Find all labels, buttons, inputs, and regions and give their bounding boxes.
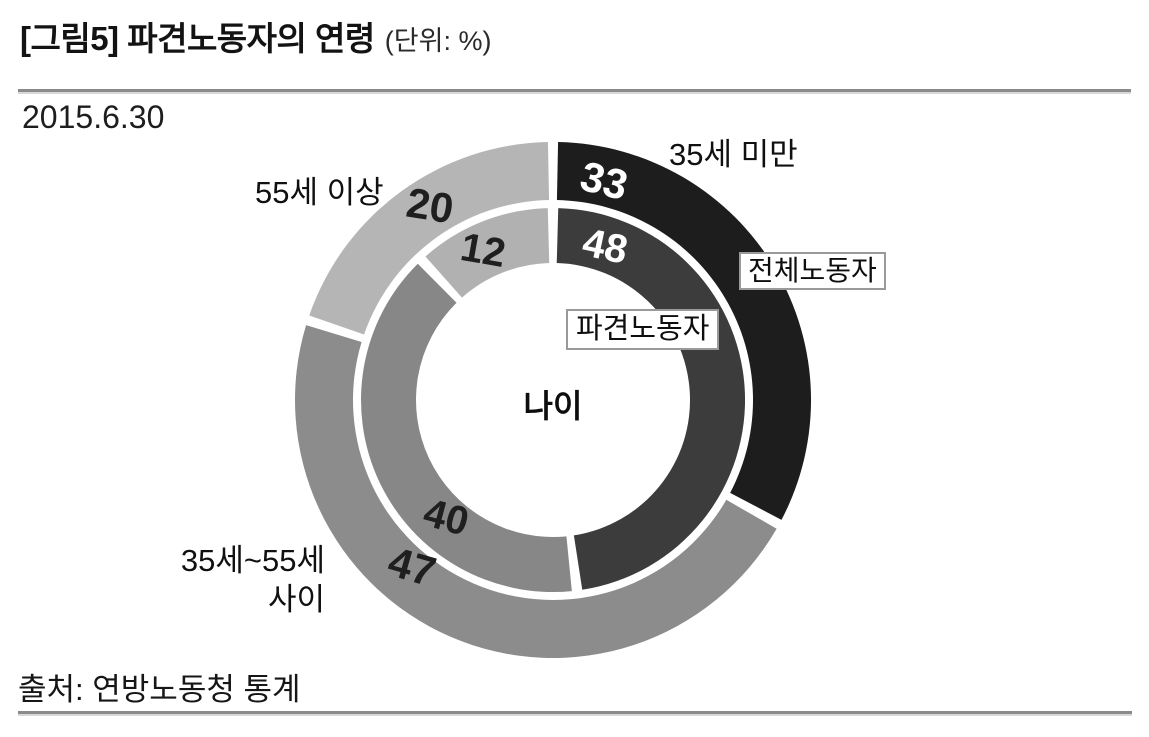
donut-segment-inner-2: [425, 208, 550, 298]
legend-box-dispatched-workers: 파견노동자: [566, 309, 720, 351]
figure-title-text: [그림5] 파견노동자의 연령: [20, 20, 375, 57]
category-label-mid-line1: 35세~55세: [180, 543, 325, 578]
value-inner-over55: 12: [457, 224, 509, 277]
source-note: 출처: 연방노동청 통계: [18, 672, 301, 707]
category-label-over55: 55세 이상: [255, 175, 384, 210]
category-label-mid: 35세~55세 사이: [181, 541, 325, 619]
bottom-divider: [18, 711, 1132, 714]
category-label-mid-line2: 사이: [267, 582, 325, 617]
donut-center-label: 나이: [523, 388, 583, 424]
legend-box-all-workers: 전체노동자: [739, 252, 886, 291]
reference-date: 2015.6.30: [22, 99, 165, 135]
donut-segment-outer-0: [556, 142, 812, 520]
value-outer-over55: 20: [403, 178, 457, 233]
donut-segment-outer-2: [309, 142, 550, 335]
value-inner-under35: 48: [578, 220, 632, 273]
donut-segment-inner-1: [361, 263, 572, 592]
donut-segment-outer-1: [295, 325, 777, 658]
category-label-under35: 35세 미만: [669, 137, 798, 172]
donut-segment-inner-0: [556, 208, 746, 590]
figure-unit-note: (단위: %): [384, 26, 492, 56]
figure-title: [그림5] 파견노동자의 연령 (단위: %): [20, 12, 491, 60]
top-divider: [18, 89, 1131, 92]
